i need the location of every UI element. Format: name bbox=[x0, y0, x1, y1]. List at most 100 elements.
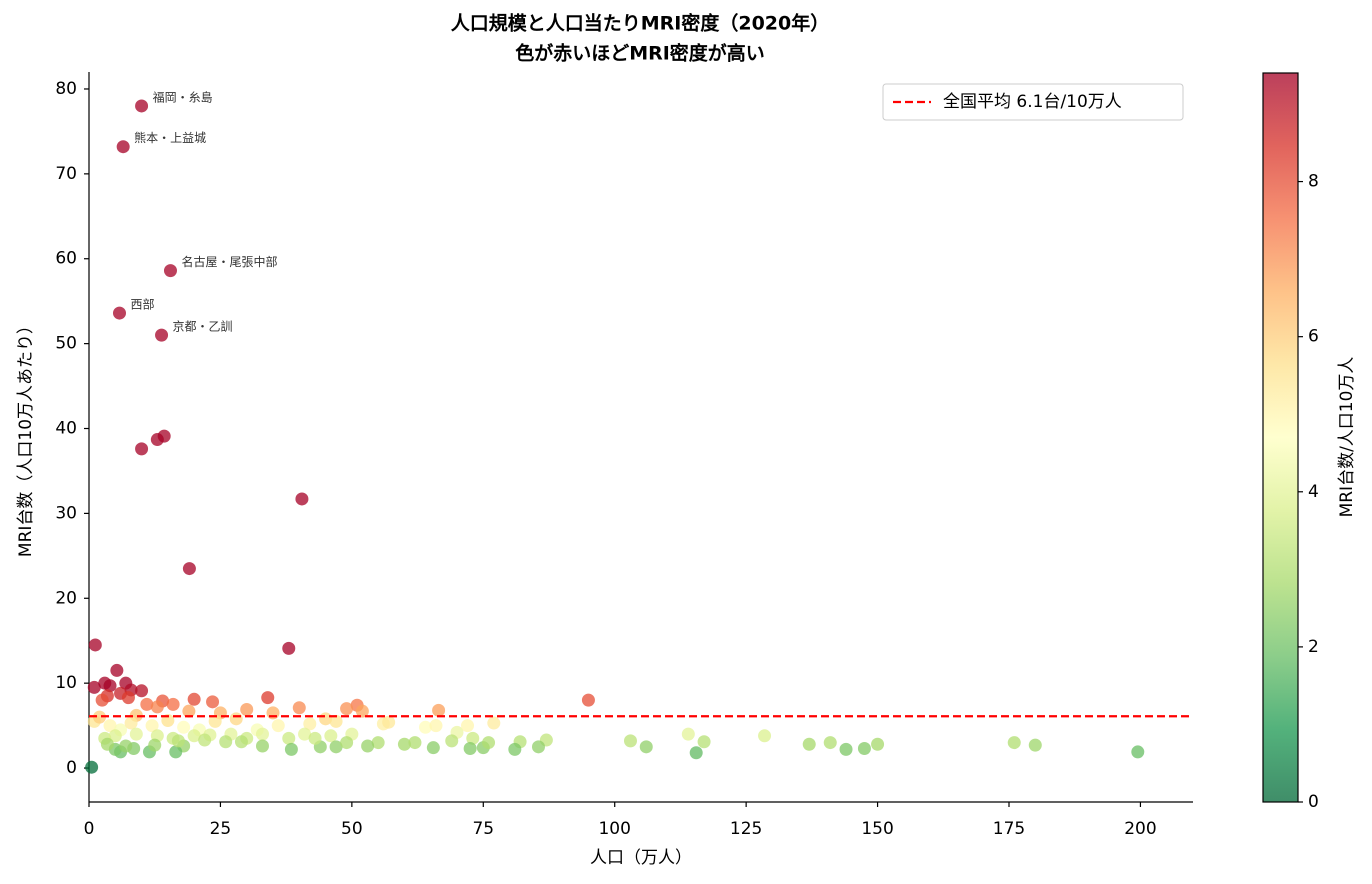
chart-subtitle: 色が赤いほどMRI密度が高い bbox=[515, 42, 765, 65]
scatter-point bbox=[261, 691, 275, 705]
y-tick-label: 40 bbox=[55, 419, 77, 439]
x-tick-label: 25 bbox=[210, 819, 232, 839]
scatter-point bbox=[382, 715, 396, 729]
scatter-point bbox=[93, 710, 107, 724]
colorbar bbox=[1262, 72, 1299, 803]
scatter-point bbox=[129, 727, 143, 741]
x-tick-label: 0 bbox=[84, 819, 95, 839]
scatter-point bbox=[187, 692, 201, 706]
scatter-point bbox=[166, 697, 180, 711]
scatter-point bbox=[355, 704, 369, 718]
scatter-point bbox=[857, 742, 871, 756]
scatter-point bbox=[155, 328, 169, 342]
x-tick-label: 100 bbox=[598, 819, 630, 839]
y-tick-label: 70 bbox=[55, 164, 77, 184]
scatter-point bbox=[482, 736, 496, 750]
scatter-point bbox=[169, 745, 183, 759]
scatter-point bbox=[329, 740, 343, 754]
scatter-point bbox=[219, 735, 233, 749]
colorbar-label: MRI台数/人口10万人 bbox=[1337, 357, 1357, 518]
scatter-point bbox=[135, 684, 149, 698]
scatter-point bbox=[100, 737, 114, 751]
scatter-point bbox=[839, 742, 853, 756]
x-tick-label: 75 bbox=[472, 819, 494, 839]
scatter-point bbox=[282, 641, 296, 655]
scatter-point bbox=[255, 727, 269, 741]
scatter-point bbox=[182, 704, 196, 718]
scatter-point bbox=[295, 492, 309, 506]
scatter-point bbox=[802, 737, 816, 751]
colorbar-tick-label: 4 bbox=[1308, 482, 1319, 502]
scatter-point bbox=[531, 740, 545, 754]
scatter-point bbox=[240, 702, 254, 716]
scatter-point bbox=[171, 734, 185, 748]
scatter-point bbox=[140, 697, 154, 711]
scatter-point bbox=[426, 741, 440, 755]
x-tick-label: 50 bbox=[341, 819, 363, 839]
scatter-point bbox=[429, 719, 443, 733]
y-tick-label: 50 bbox=[55, 334, 77, 354]
scatter-point bbox=[371, 736, 385, 750]
scatter-point bbox=[639, 740, 653, 754]
scatter-point bbox=[148, 738, 162, 752]
scatter-point bbox=[487, 716, 501, 730]
y-tick-label: 20 bbox=[55, 588, 77, 608]
scatter-point bbox=[871, 737, 885, 751]
x-tick-label: 125 bbox=[730, 819, 762, 839]
scatter-point bbox=[229, 712, 243, 726]
scatter-point bbox=[697, 735, 711, 749]
scatter-point bbox=[324, 729, 338, 743]
scatter-point bbox=[689, 746, 703, 760]
scatter-point bbox=[182, 562, 196, 576]
scatter-point bbox=[255, 739, 269, 753]
colorbar-tick-label: 8 bbox=[1308, 172, 1319, 192]
scatter-point bbox=[187, 729, 201, 743]
scatter-point bbox=[340, 702, 354, 716]
scatter-point bbox=[103, 679, 117, 693]
point-annotation: 西部 bbox=[130, 297, 154, 312]
scatter-point bbox=[135, 99, 149, 113]
scatter-point bbox=[88, 638, 102, 652]
legend-label: 全国平均 6.1台/10万人 bbox=[943, 92, 1122, 112]
scatter-point bbox=[340, 736, 354, 750]
scatter-point bbox=[445, 734, 459, 748]
scatter-point bbox=[157, 429, 171, 443]
scatter-point bbox=[208, 714, 222, 728]
scatter-point bbox=[466, 731, 480, 745]
scatter-point bbox=[329, 714, 343, 728]
scatter-point bbox=[150, 700, 164, 714]
scatter-point bbox=[463, 742, 477, 756]
scatter-point bbox=[623, 734, 637, 748]
scatter-point bbox=[284, 742, 298, 756]
y-axis-label: MRI台数（人口10万人あたり） bbox=[16, 317, 36, 557]
colorbar-tick-label: 6 bbox=[1308, 327, 1319, 347]
scatter-point bbox=[95, 693, 109, 707]
scatter-point bbox=[85, 760, 99, 774]
y-tick-label: 10 bbox=[55, 673, 77, 693]
x-tick-label: 150 bbox=[861, 819, 893, 839]
scatter-point bbox=[112, 306, 126, 320]
scatter-point bbox=[282, 731, 296, 745]
point-annotation: 福岡・糸島 bbox=[153, 89, 213, 104]
colorbar-tick-label: 0 bbox=[1308, 792, 1319, 812]
x-axis-label: 人口（万人） bbox=[590, 848, 692, 868]
scatter-point bbox=[119, 739, 133, 753]
y-tick-label: 0 bbox=[66, 758, 77, 778]
scatter-point bbox=[1007, 736, 1021, 750]
scatter-point bbox=[135, 442, 149, 456]
scatter-point bbox=[145, 719, 159, 733]
scatter-point bbox=[298, 727, 312, 741]
scatter-point bbox=[163, 264, 177, 278]
scatter-point bbox=[397, 737, 411, 751]
scatter-point bbox=[681, 727, 695, 741]
scatter-point bbox=[177, 720, 191, 734]
scatter-point bbox=[1131, 745, 1145, 759]
scatter-point bbox=[121, 691, 135, 705]
colorbar-tick-label: 2 bbox=[1308, 637, 1319, 657]
x-tick-label: 200 bbox=[1124, 819, 1156, 839]
scatter-point bbox=[308, 731, 322, 745]
x-tick-label: 175 bbox=[993, 819, 1025, 839]
scatter-point bbox=[303, 717, 317, 731]
scatter-point bbox=[116, 140, 130, 154]
